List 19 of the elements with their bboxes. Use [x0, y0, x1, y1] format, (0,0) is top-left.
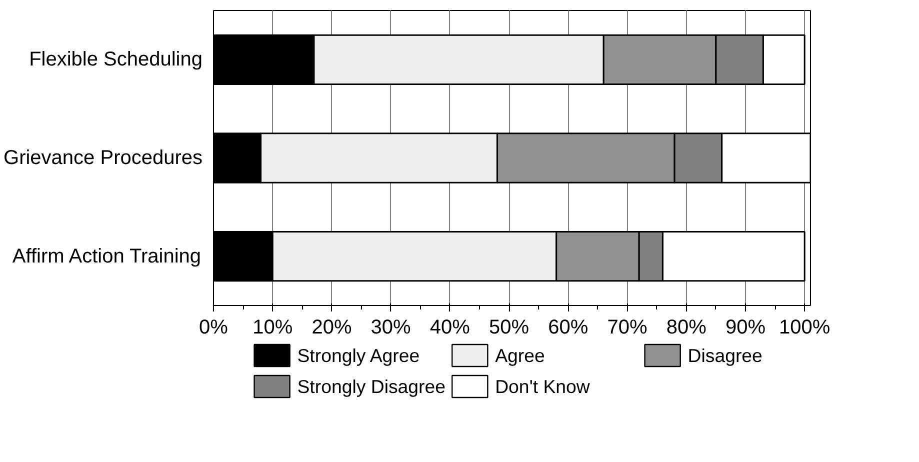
y-tick-label: Affirm Action Training: [12, 245, 202, 268]
x-tick-label: 70%: [607, 316, 648, 338]
legend-label: Strongly Agree: [297, 345, 420, 366]
legend-label: Agree: [495, 345, 545, 366]
y-tick-label: Grievance Procedures: [4, 147, 202, 169]
legend-label: Don't Know: [495, 376, 590, 397]
x-tick-label: 60%: [548, 316, 588, 338]
x-tick-label: 40%: [430, 316, 470, 338]
x-tick-label: 50%: [489, 316, 530, 338]
x-tick-label: 10%: [252, 316, 293, 338]
x-tick-label: 0%: [199, 316, 228, 338]
x-tick-label: 30%: [370, 316, 412, 338]
legend-label: Disagree: [688, 345, 762, 366]
x-tick-label: 80%: [666, 316, 707, 338]
x-tick-label: 90%: [725, 316, 766, 338]
x-tick-label: 100%: [779, 316, 830, 338]
x-tick-label: 20%: [312, 316, 352, 338]
legend-label: Strongly Disagree: [297, 376, 446, 397]
y-tick-label: Flexible Scheduling: [29, 48, 202, 71]
